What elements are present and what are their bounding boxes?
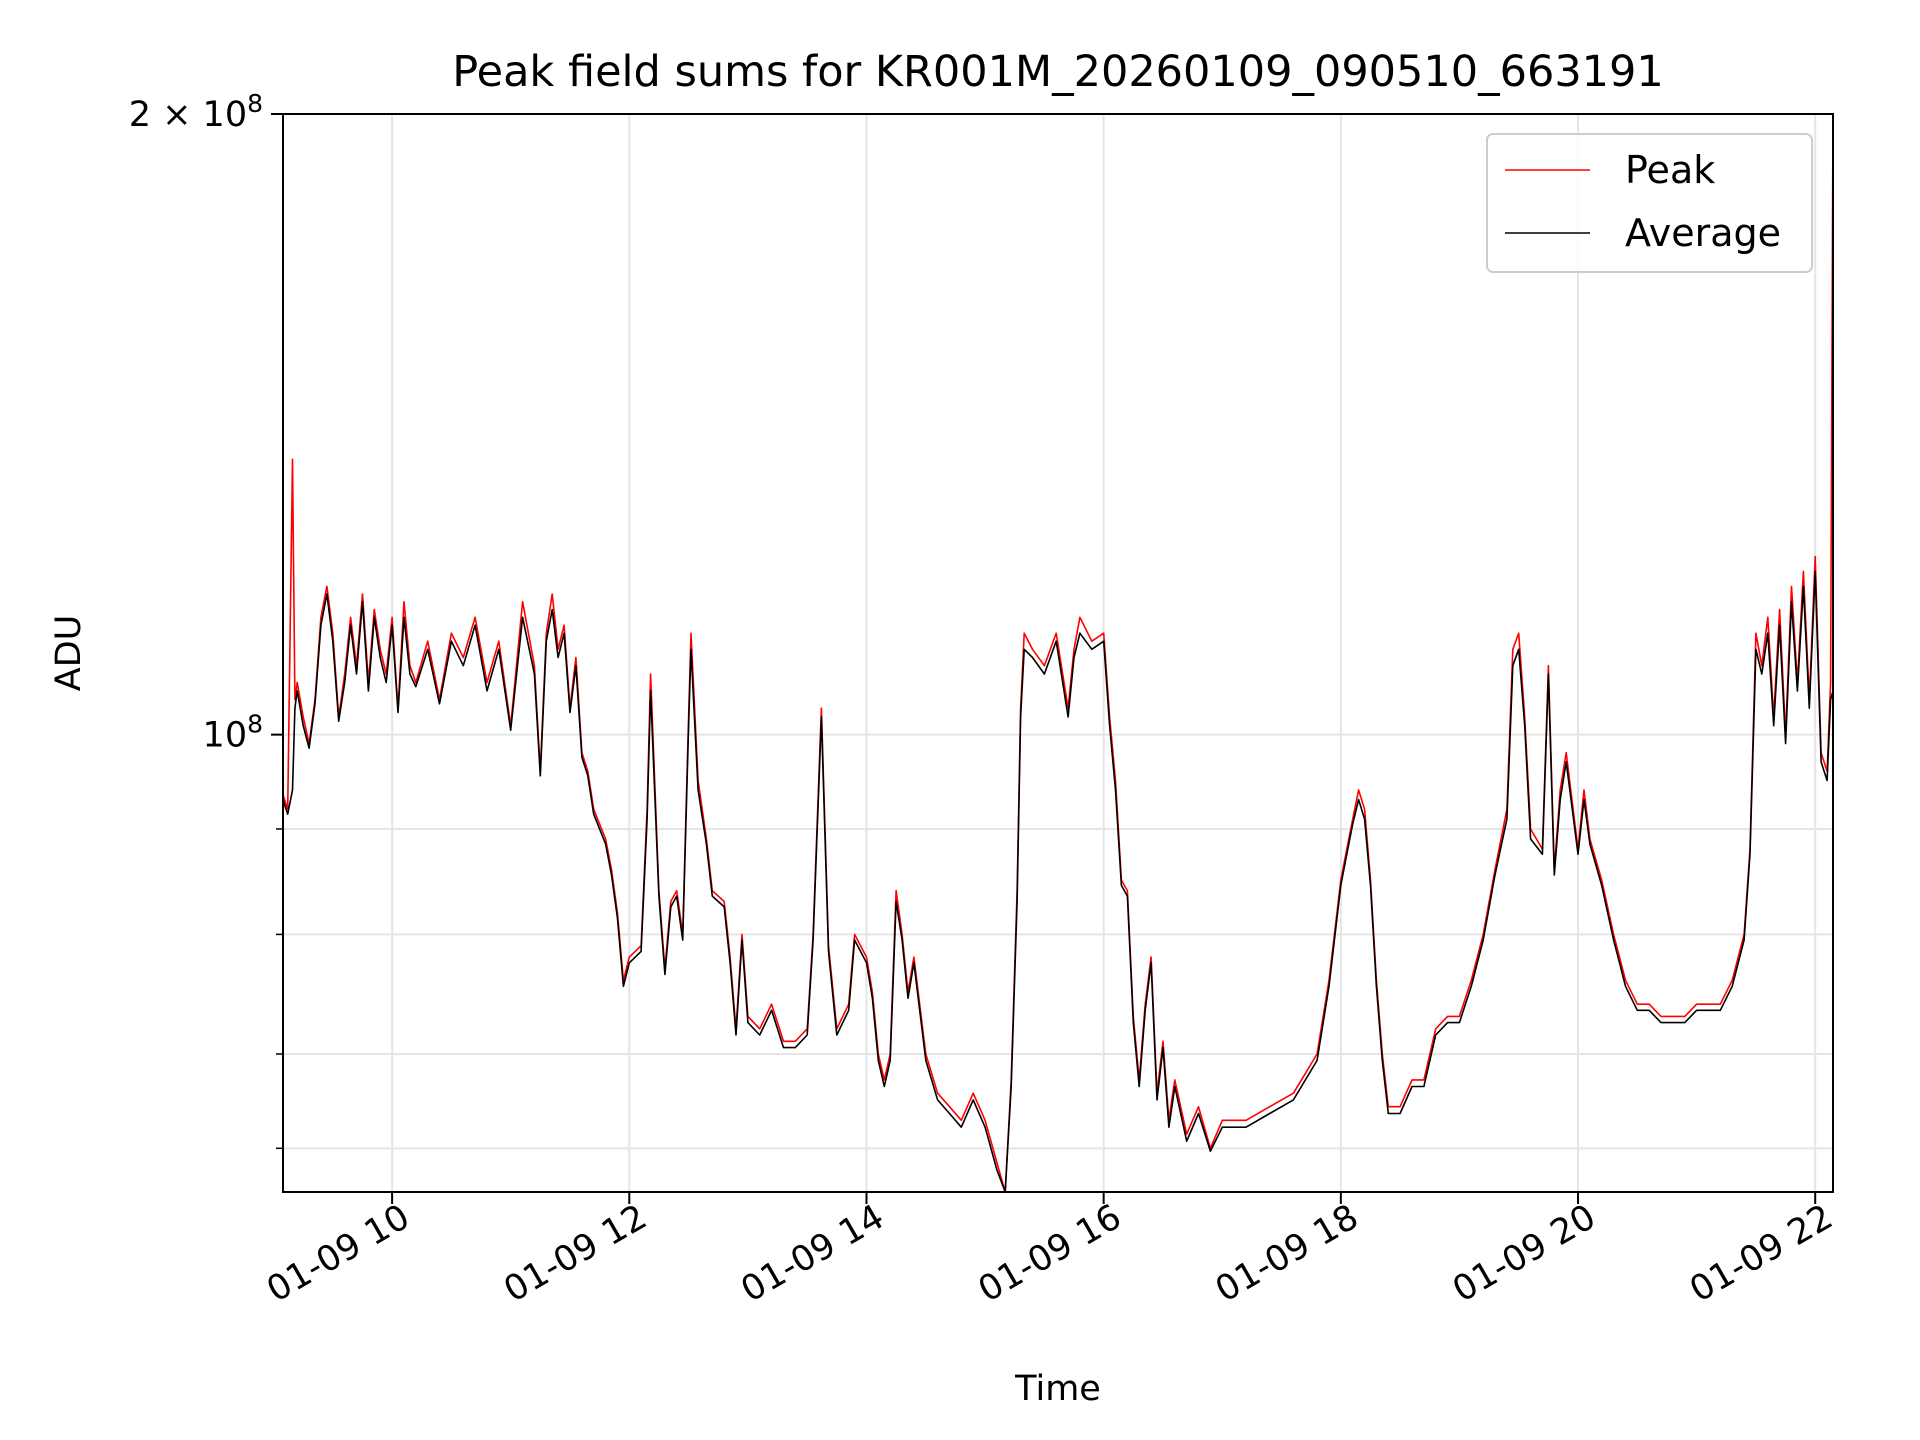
chart-title: Peak field sums for KR001M_20260109_0905… <box>452 47 1664 97</box>
y-tick-label: 108 <box>203 710 263 756</box>
y-tick-label: 2 × 108 <box>129 89 263 135</box>
series-layer <box>283 114 1833 1192</box>
y-tick-label-base: 2 × 10 <box>129 95 247 135</box>
legend: Peak Average <box>1486 133 1813 273</box>
series-line-average <box>283 570 1833 1192</box>
series-line-peak <box>283 114 1833 1192</box>
y-tick-label-base: 10 <box>203 716 248 756</box>
plot-area <box>283 114 1833 1192</box>
plot-frame <box>282 113 1834 1193</box>
y-tick-label-exponent: 8 <box>247 89 263 118</box>
legend-box <box>1486 133 1813 273</box>
x-axis-label: Time <box>1014 1369 1101 1409</box>
y-axis-label: ADU <box>49 615 89 692</box>
legend-label-average: Average <box>1625 211 1781 255</box>
y-tick-label-exponent: 8 <box>247 710 263 739</box>
legend-label-peak: Peak <box>1625 148 1715 192</box>
